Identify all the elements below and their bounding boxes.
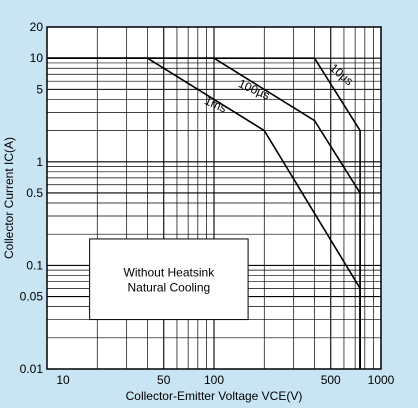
y-tick-label: 1 xyxy=(36,155,43,169)
y-tick-label: 20 xyxy=(30,20,44,34)
tick-labels: 10 50 100 500 1000 20 10 5 1 0.5 0.1 0.05 0.01 xyxy=(20,20,395,387)
x-axis-label: Collector-Emitter Voltage VCE(V) xyxy=(126,389,303,403)
annotation: Without Heatsink Natural Cooling xyxy=(89,238,249,321)
y-tick-label: 0.01 xyxy=(20,362,44,376)
y-tick-label: 0.1 xyxy=(26,258,43,272)
annotation-line-2: Natural Cooling xyxy=(127,280,210,294)
annotation-box xyxy=(89,238,249,321)
annotation-line-1: Without Heatsink xyxy=(124,265,216,279)
series-line-3 xyxy=(47,57,361,369)
x-tick-label: 10 xyxy=(56,373,70,387)
x-tick-label: 1000 xyxy=(368,373,395,387)
y-tick-label: 0.5 xyxy=(26,186,43,200)
series-line-2 xyxy=(47,57,361,369)
series-layer xyxy=(47,57,361,369)
x-tick-label: 50 xyxy=(157,373,171,387)
y-tick-label: 5 xyxy=(36,82,43,96)
y-axis-label: Collector Current IC(A) xyxy=(2,137,16,259)
plot-frame xyxy=(46,26,382,370)
grid xyxy=(47,27,381,369)
x-tick-label: 100 xyxy=(204,373,224,387)
x-tick-label: 500 xyxy=(321,373,341,387)
y-tick-label: 10 xyxy=(30,51,44,65)
y-tick-label: 0.05 xyxy=(20,290,44,304)
